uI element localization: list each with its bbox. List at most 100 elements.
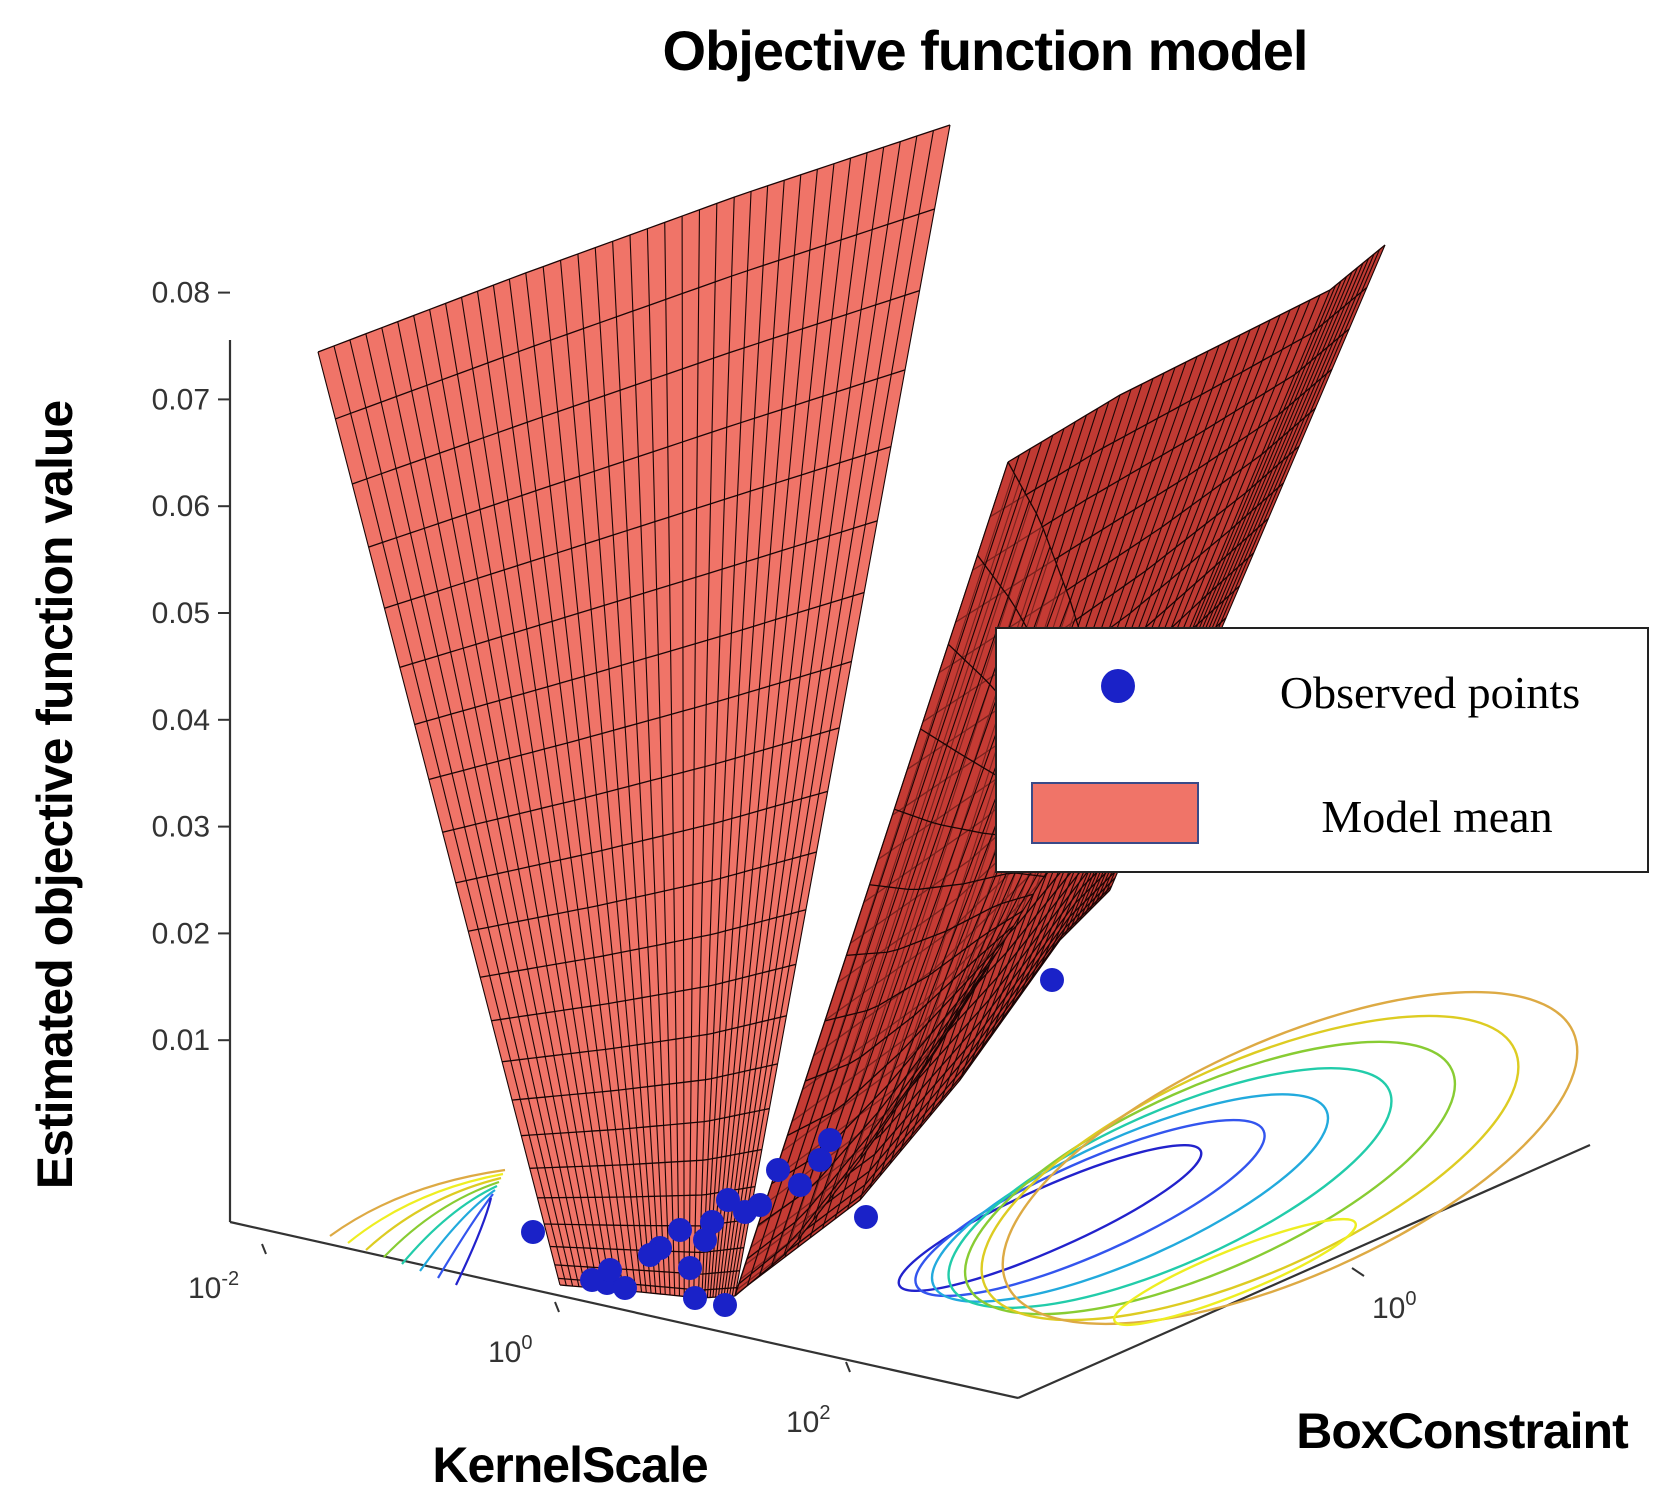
surface-gridline <box>317 351 561 1286</box>
contour-line <box>980 1014 1520 1322</box>
z-tick-label: 0.04 <box>152 704 210 737</box>
observed-point <box>683 1286 707 1310</box>
contour-line <box>1001 990 1579 1326</box>
surface-gridline <box>429 309 605 1289</box>
observed-point <box>788 1173 812 1197</box>
contour-line <box>365 1176 502 1251</box>
contour-line <box>963 1040 1457 1316</box>
z-tick-label: 0.05 <box>152 597 210 630</box>
z-axis-ticks: 0.01 0.02 0.03 0.04 0.05 0.06 0.07 0.08 <box>152 277 230 1057</box>
observed-point <box>713 1293 737 1317</box>
surface-gridline <box>758 487 1023 1276</box>
y-axis-line <box>1017 1143 1591 1400</box>
z-tick-label: 0.08 <box>152 277 210 310</box>
observed-point <box>521 1220 545 1244</box>
surface-gridline <box>476 291 624 1291</box>
axes-frame <box>228 340 1591 1400</box>
legend-model-mean-label: Model mean <box>1321 791 1552 842</box>
surface-gridline <box>460 297 618 1291</box>
surface-gridline <box>731 130 934 1297</box>
surface-patch <box>318 125 950 1298</box>
x-tick-mark <box>554 1301 560 1313</box>
observed-point <box>693 1228 717 1252</box>
observed-point <box>716 1188 740 1212</box>
surface-gridline <box>612 241 666 1295</box>
x-axis-ticks: 10-2 100 102 <box>188 1243 851 1439</box>
contour-line <box>437 1193 494 1279</box>
observed-point <box>700 1210 724 1234</box>
observed-point <box>613 1276 637 1300</box>
surface-gridline <box>715 163 835 1298</box>
surface-gridline <box>333 345 567 1286</box>
observed-point <box>733 1200 757 1224</box>
surface-gridline <box>712 169 818 1298</box>
surface-gridline <box>723 147 885 1297</box>
contour-line <box>401 1185 498 1265</box>
contour-line <box>930 1093 1330 1303</box>
contour-line <box>1112 1218 1358 1326</box>
x-axis-line <box>229 1220 1019 1400</box>
surface-gridline <box>508 278 637 1292</box>
x-tick-label: 10-2 <box>188 1268 239 1305</box>
surface-gridline <box>783 513 1037 1256</box>
surface-gridline <box>349 339 574 1287</box>
surface-gridline <box>381 327 586 1288</box>
observed-point <box>766 1158 790 1182</box>
observed-point <box>854 1205 878 1229</box>
surface-gridline <box>812 546 1051 1221</box>
surface-gridline <box>525 272 643 1293</box>
surface-gridline <box>492 285 631 1292</box>
observed-point <box>818 1128 842 1152</box>
contour-line <box>419 1189 496 1272</box>
z-tick-label: 0.01 <box>152 1024 210 1057</box>
legend-observed-label: Observed points <box>1280 667 1580 718</box>
x-tick-mark <box>845 1361 851 1373</box>
surface-gridline <box>717 158 852 1298</box>
contour-line <box>914 1118 1266 1298</box>
y-axis-ticks: 100 <box>1351 1267 1417 1325</box>
surface-gridline <box>594 247 662 1295</box>
observed-point <box>1040 968 1064 992</box>
x-tick-mark <box>261 1243 267 1255</box>
z-tick-label: 0.03 <box>152 811 210 844</box>
z-tick-label: 0.02 <box>152 917 210 950</box>
contour-lines <box>329 990 1579 1326</box>
contour-line <box>347 1172 504 1244</box>
observed-point <box>678 1256 702 1280</box>
surface-gridline <box>542 266 647 1293</box>
surface-gridline <box>746 474 1016 1286</box>
surface-gridline <box>728 135 918 1297</box>
surface-gridline <box>629 234 671 1296</box>
chart-title: Objective function model <box>663 19 1308 82</box>
z-tick-label: 0.06 <box>152 490 210 523</box>
contour-line <box>455 1197 493 1286</box>
contour-line <box>897 1143 1203 1293</box>
y-axis-title: BoxConstraint <box>1296 1403 1629 1459</box>
y-tick-label: 100 <box>1372 1288 1417 1325</box>
surface-gridline <box>726 141 901 1297</box>
surface-gridline <box>445 303 612 1290</box>
z-axis-title: Estimated objective function value <box>27 401 83 1190</box>
surface-gridline <box>771 500 1030 1266</box>
observed-points <box>521 968 1064 1317</box>
surface-gridline <box>559 260 652 1294</box>
surface-gridline <box>413 315 599 1289</box>
contour-line <box>383 1180 500 1258</box>
surface-gridline <box>577 253 657 1294</box>
observed-point <box>668 1218 692 1242</box>
observed-point <box>638 1243 662 1267</box>
x-tick-label: 102 <box>786 1402 831 1439</box>
surface-gridline <box>720 152 868 1297</box>
legend: Observed points Model mean <box>995 627 1649 873</box>
surface-gridline <box>734 124 951 1297</box>
contour-line <box>947 1067 1393 1309</box>
legend-model-mean-swatch <box>1031 782 1199 844</box>
surface-gridline <box>397 321 593 1288</box>
x-tick-label: 100 <box>488 1332 533 1369</box>
observed-point <box>598 1258 622 1282</box>
observed-point <box>808 1148 832 1172</box>
x-axis-title: KernelScale <box>432 1437 707 1493</box>
contour-line <box>329 1168 506 1237</box>
y-tick-mark <box>1351 1267 1365 1277</box>
